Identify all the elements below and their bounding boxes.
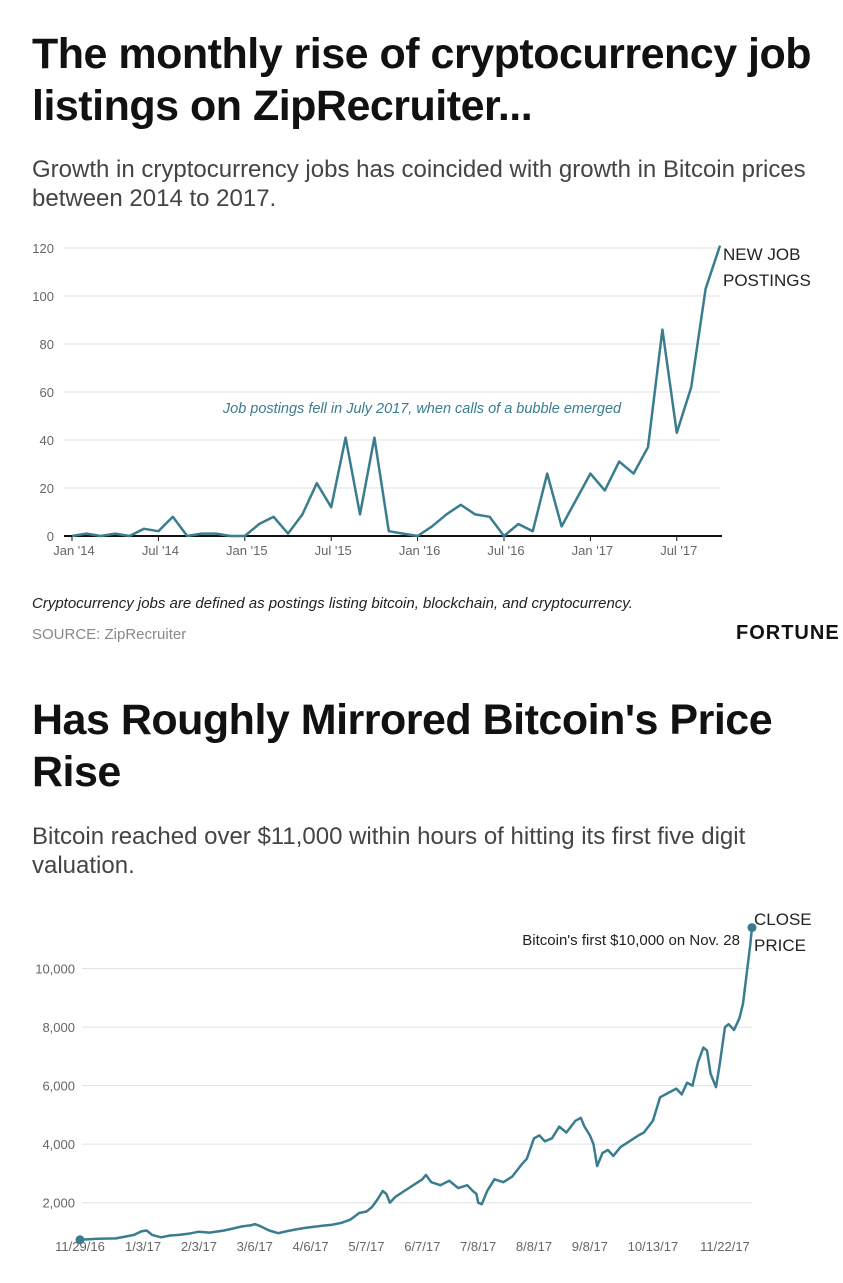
chart2-title: Has Roughly Mirrored Bitcoin's Price Ris… [32,696,773,796]
bitcoin-x-tick-label: 2/3/17 [181,1239,217,1254]
bitcoin-x-tick-label: 6/7/17 [404,1239,440,1254]
bitcoin-chart-y-axis: 2,000 4,000 6,000 8,000 10,000 [35,962,75,1211]
chart1-title: The monthly rise of cryptocurrency job l… [32,30,812,130]
jobs-y-tick-label: 60 [40,385,54,400]
jobs-x-tick-label: Jan '14 [53,543,95,558]
bitcoin-y-tick-label: 8,000 [42,1020,75,1035]
chart1-source: SOURCE: ZipRecruiter [32,626,187,643]
bitcoin-end-point [747,923,757,933]
bitcoin-x-tick-label: 11/29/16 [55,1239,105,1254]
jobs-x-tick-label: Jul '16 [487,543,524,558]
bitcoin-chart-annotation: Bitcoin's first $10,000 on Nov. 28 [522,932,740,949]
jobs-y-tick-label: 20 [40,481,54,496]
bitcoin-x-tick-label: 9/8/17 [572,1239,608,1254]
jobs-x-tick-label: Jan '16 [399,543,441,558]
bitcoin-series-label-line1: CLOSE [754,910,812,929]
bitcoin-x-tick-label: 5/7/17 [348,1239,384,1254]
bitcoin-chart: 2,000 4,000 6,000 8,000 10,000 11/29/16 1/3/1… [35,910,812,1254]
bitcoin-start-point [75,1235,85,1245]
bitcoin-y-tick-label: 6,000 [42,1079,75,1094]
bitcoin-y-tick-label: 4,000 [42,1137,75,1152]
jobs-chart: 0 20 40 60 80 100 120 Jan '14 Jul '14 Jan '15 Jul… [32,241,811,558]
jobs-series-label-line1: NEW JOB [723,245,800,264]
jobs-x-tick-label: Jul '17 [660,543,697,558]
bitcoin-x-tick-label: 11/22/17 [700,1239,750,1254]
chart1-footnote: Cryptocurrency jobs are defined as posti… [32,595,633,612]
bitcoin-x-tick-label: 8/8/17 [516,1239,552,1254]
jobs-chart-annotation: Job postings fell in July 2017, when cal… [222,401,622,417]
bitcoin-chart-x-axis: 11/29/16 1/3/17 2/3/17 3/6/17 4/6/17 5/7/17 6/… [55,1239,750,1254]
bitcoin-y-tick-label: 10,000 [35,962,75,977]
bitcoin-y-tick-label: 2,000 [42,1196,75,1211]
jobs-x-tick-label: Jan '17 [572,543,614,558]
jobs-y-tick-label: 100 [32,289,54,304]
jobs-series-label-line2: POSTINGS [723,271,811,290]
bitcoin-x-tick-label: 1/3/17 [125,1239,161,1254]
jobs-y-tick-label: 40 [40,433,54,448]
jobs-x-tick-label: Jul '15 [315,543,352,558]
bitcoin-chart-gridlines [82,968,752,1204]
jobs-chart-y-axis: 0 20 40 60 80 100 120 [32,241,54,544]
jobs-chart-x-axis: Jan '14 Jul '14 Jan '15 Jul '15 Jan '16 Jul '… [53,536,697,558]
jobs-y-tick-label: 0 [47,529,54,544]
bitcoin-x-tick-label: 4/6/17 [293,1239,329,1254]
jobs-y-tick-label: 120 [32,241,54,256]
bitcoin-series-line [79,927,754,1242]
jobs-series-line [71,245,722,538]
jobs-y-tick-label: 80 [40,337,54,352]
bitcoin-x-tick-label: 10/13/17 [628,1239,679,1254]
fortune-logo: FORTUNE [736,622,840,644]
bitcoin-x-tick-label: 3/6/17 [237,1239,273,1254]
jobs-chart-gridlines [64,247,720,489]
bitcoin-series-label-line2: PRICE [754,936,806,955]
jobs-x-tick-label: Jan '15 [226,543,268,558]
chart1-subtitle: Growth in cryptocurrency jobs has coinci… [32,156,806,212]
jobs-x-tick-label: Jul '14 [142,543,179,558]
bitcoin-x-tick-label: 7/8/17 [460,1239,496,1254]
chart2-subtitle: Bitcoin reached over $11,000 within hour… [32,823,746,879]
